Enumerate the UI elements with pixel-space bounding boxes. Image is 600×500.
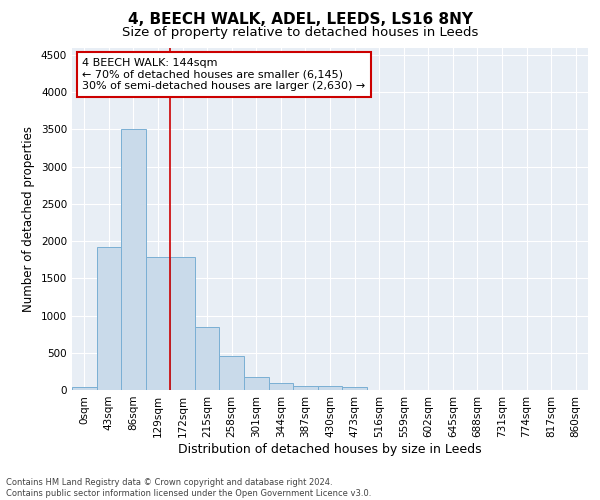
Bar [195,326,220,390]
Bar [146,258,170,390]
Y-axis label: Number of detached properties: Number of detached properties [22,126,35,312]
Bar [170,258,195,390]
Bar [318,386,342,390]
Bar [244,378,269,390]
Bar [121,130,146,390]
Bar [342,386,367,390]
Bar [72,387,97,390]
Bar [97,247,121,390]
X-axis label: Distribution of detached houses by size in Leeds: Distribution of detached houses by size … [178,442,482,456]
Bar [293,386,318,390]
Text: Size of property relative to detached houses in Leeds: Size of property relative to detached ho… [122,26,478,39]
Text: Contains HM Land Registry data © Crown copyright and database right 2024.
Contai: Contains HM Land Registry data © Crown c… [6,478,371,498]
Bar [220,356,244,390]
Text: 4 BEECH WALK: 144sqm
← 70% of detached houses are smaller (6,145)
30% of semi-de: 4 BEECH WALK: 144sqm ← 70% of detached h… [82,58,365,91]
Text: 4, BEECH WALK, ADEL, LEEDS, LS16 8NY: 4, BEECH WALK, ADEL, LEEDS, LS16 8NY [128,12,473,28]
Bar [269,382,293,390]
